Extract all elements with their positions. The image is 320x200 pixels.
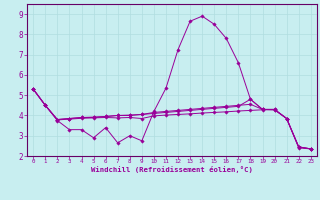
X-axis label: Windchill (Refroidissement éolien,°C): Windchill (Refroidissement éolien,°C) (91, 166, 253, 173)
